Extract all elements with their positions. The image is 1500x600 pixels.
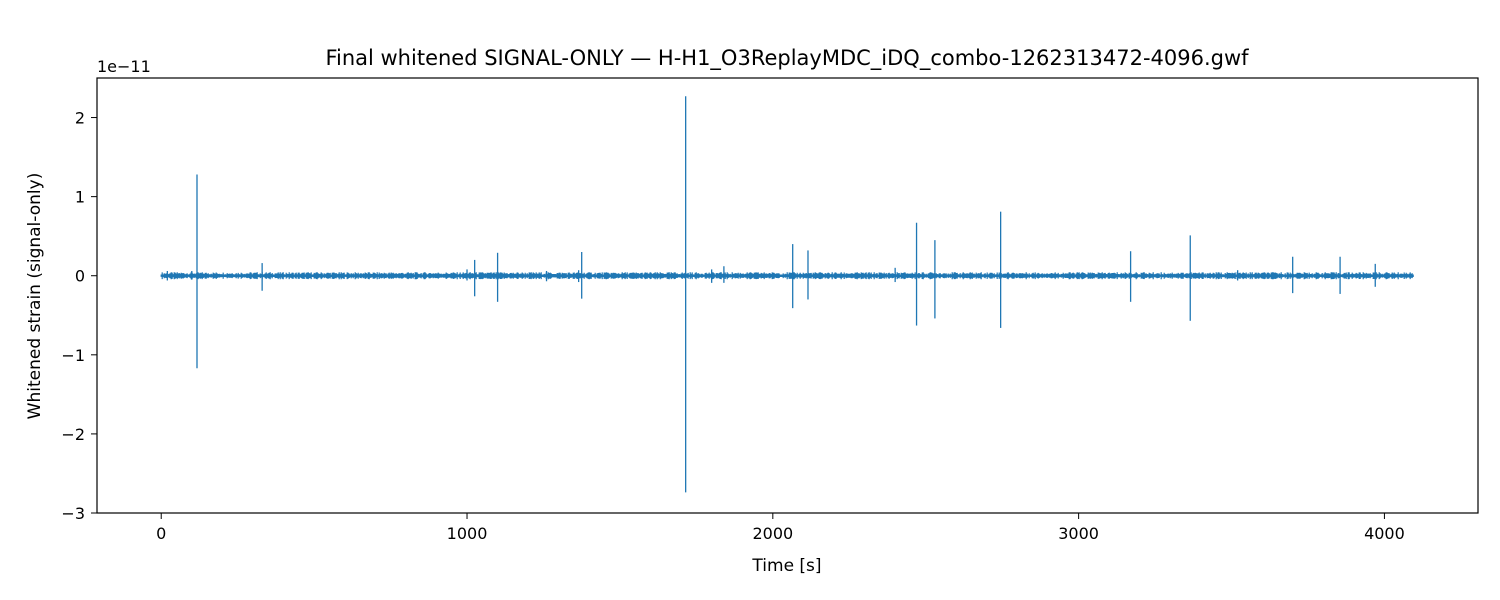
- x-tick-label: 3000: [1058, 524, 1099, 543]
- y-tick-label: 0: [75, 267, 85, 286]
- series-line: [160, 96, 1414, 493]
- x-axis-label: Time [s]: [751, 556, 821, 576]
- y-tick-label: −1: [61, 346, 85, 365]
- y-axis-label: Whitened strain (signal-only): [25, 173, 45, 420]
- y-tick-label: −3: [61, 504, 85, 523]
- x-tick-label: 4000: [1364, 524, 1405, 543]
- plot-area: [160, 96, 1414, 493]
- y-axis: −3 −2 −1 0 1 2: [61, 109, 97, 523]
- x-axis: 0 1000 2000 3000 4000: [156, 513, 1405, 543]
- chart-title: Final whitened SIGNAL-ONLY — H-H1_O3Repl…: [325, 46, 1249, 71]
- x-tick-label: 0: [156, 524, 166, 543]
- y-offset-text: 1e−11: [97, 57, 151, 76]
- y-tick-label: 1: [75, 188, 85, 207]
- axes-frame: [96, 77, 1479, 514]
- x-tick-label: 1000: [447, 524, 488, 543]
- y-tick-label: −2: [61, 425, 85, 444]
- y-tick-label: 2: [75, 109, 85, 128]
- x-tick-label: 2000: [752, 524, 793, 543]
